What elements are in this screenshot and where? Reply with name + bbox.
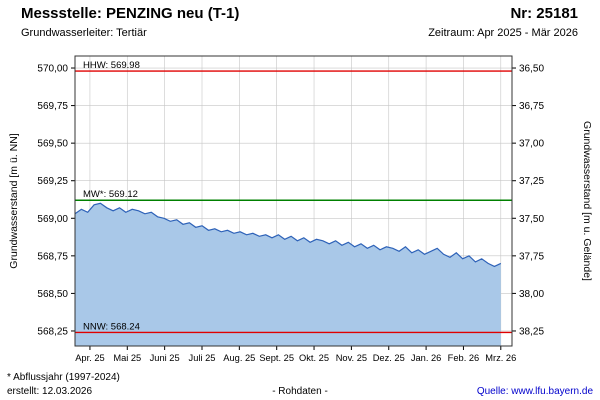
header-row: Messstelle: PENZING neu (T-1) Nr: 25181 [21,5,578,22]
y-tick-label-right: 38,25 [519,326,544,337]
groundwater-area [75,203,501,346]
rohdaten-label: - Rohdaten - [272,386,328,397]
plot-frame [74,55,513,347]
x-tick-label: Okt. 25 [299,353,329,363]
aquifer-label: Grundwasserleiter: Tertiär [21,27,147,39]
y-axis-label-right: Grundwasserstand [m u. Gelände] [581,121,593,281]
chart-svg: Apr. 25 Mai 25 Juni 25 Juli 25 Aug. 25 Sept. … [8,55,593,363]
y-tick-label-left: 569,25 [37,176,68,187]
station-number: Nr: 25181 [510,5,578,22]
x-tick-label: Dez. 25 [373,353,405,363]
y-tick-label-left: 568,75 [37,251,68,262]
created-date: erstellt: 12.03.2026 [7,386,93,397]
nnw-label: NNW: 568.24 [83,321,140,332]
y-tick-label-left: 569,00 [37,214,68,225]
period-label: Zeitraum: Apr 2025 - Mär 2026 [428,27,578,39]
x-tick-label: Mai 25 [113,353,141,363]
y-tick-label-right: 37,50 [519,214,544,225]
y-tick-label-right: 36,50 [519,64,544,75]
x-tick-label: Feb. 26 [448,353,480,363]
footnote-abflussjahr: * Abflussjahr (1997-2024) [7,372,120,383]
x-tick-label: Jan. 26 [411,353,442,363]
y-tick-label-left: 569,75 [37,101,68,112]
y-axis-label-left: Grundwasserstand [m ü. NN] [8,133,20,268]
x-tick-label: Aug. 25 [223,353,255,363]
y-tick-label-right: 36,75 [519,101,544,112]
x-tick-label: Mrz. 26 [485,353,516,363]
page-title: Messstelle: PENZING neu (T-1) [21,5,240,22]
x-tick-label: Nov. 25 [336,353,367,363]
y-tick-label-left: 570,00 [37,64,68,75]
groundwater-line [74,202,502,268]
x-tick-label: Juni 25 [150,353,180,363]
y-tick-label-right: 37,25 [519,176,544,187]
x-tick-label: Apr. 25 [75,353,104,363]
x-tick-label: Juli 25 [189,353,216,363]
y-tick-label-right: 37,00 [519,139,544,150]
y-tick-label-right: 37,75 [519,251,544,262]
y-tick-label-left: 568,25 [37,326,68,337]
y-tick-label-left: 569,50 [37,139,68,150]
source-link[interactable]: Quelle: www.lfu.bayern.de [476,386,593,397]
mw-label: MW*: 569.12 [83,189,138,200]
y-tick-label-right: 38,00 [519,289,544,300]
subheader-row: Grundwasserleiter: Tertiär Zeitraum: Apr… [21,27,578,39]
x-tick-label: Sept. 25 [259,353,294,363]
y-tick-label-left: 568,50 [37,289,68,300]
hhw-label: HHW: 569.98 [83,60,140,71]
